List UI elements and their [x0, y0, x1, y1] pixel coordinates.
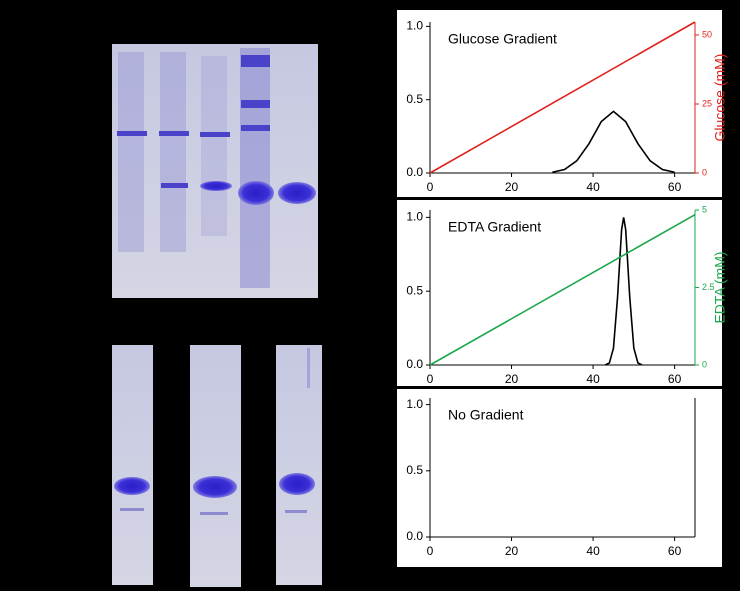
chart-title: EDTA Gradient [448, 219, 541, 235]
y2-axis-label: Glucose (mM) [712, 54, 728, 142]
x-tick-label: 60 [668, 180, 682, 194]
y-tick-label: 0.5 [406, 463, 423, 477]
y2-tick-label: 5 [702, 204, 707, 214]
y2-tick-label: 25 [702, 98, 712, 108]
x-tick-label: 0 [427, 544, 434, 558]
y-tick-label: 0.0 [406, 357, 423, 371]
chart-panel [397, 10, 722, 197]
y2-tick-label: 50 [702, 29, 712, 39]
x-tick-label: 20 [505, 544, 519, 558]
x-tick-label: 60 [668, 544, 682, 558]
data-line [429, 21, 696, 174]
gel-strip [190, 345, 241, 587]
gel-strip [276, 345, 322, 585]
y-tick-label: 1.0 [406, 19, 423, 33]
y-tick-label: 0.0 [406, 165, 423, 179]
x-tick-label: 0 [427, 372, 434, 386]
y-tick-label: 0.0 [406, 529, 423, 543]
x-tick-label: 20 [505, 372, 519, 386]
y-tick-label: 1.0 [406, 397, 423, 411]
y2-tick-label: 0 [702, 359, 707, 369]
data-line [429, 213, 696, 366]
gel [112, 44, 318, 298]
y-tick-label: 1.0 [406, 210, 423, 224]
chart-title: No Gradient [448, 407, 524, 423]
y-tick-label: 0.5 [406, 283, 423, 297]
y2-axis-label: EDTA (mM) [712, 251, 728, 323]
chart-panel [397, 200, 722, 386]
chart-panel [397, 389, 722, 567]
data-line [604, 217, 643, 366]
x-tick-label: 60 [668, 372, 682, 386]
x-tick-label: 0 [427, 180, 434, 194]
x-tick-label: 40 [586, 372, 600, 386]
x-tick-label: 20 [505, 180, 519, 194]
chart-title: Glucose Gradient [448, 31, 557, 47]
gel-strip [112, 345, 153, 585]
data-line [552, 110, 675, 174]
y2-tick-label: 2.5 [702, 282, 715, 292]
x-tick-label: 40 [586, 544, 600, 558]
y2-tick-label: 0 [702, 167, 707, 177]
y-tick-label: 0.5 [406, 92, 423, 106]
x-tick-label: 40 [586, 180, 600, 194]
